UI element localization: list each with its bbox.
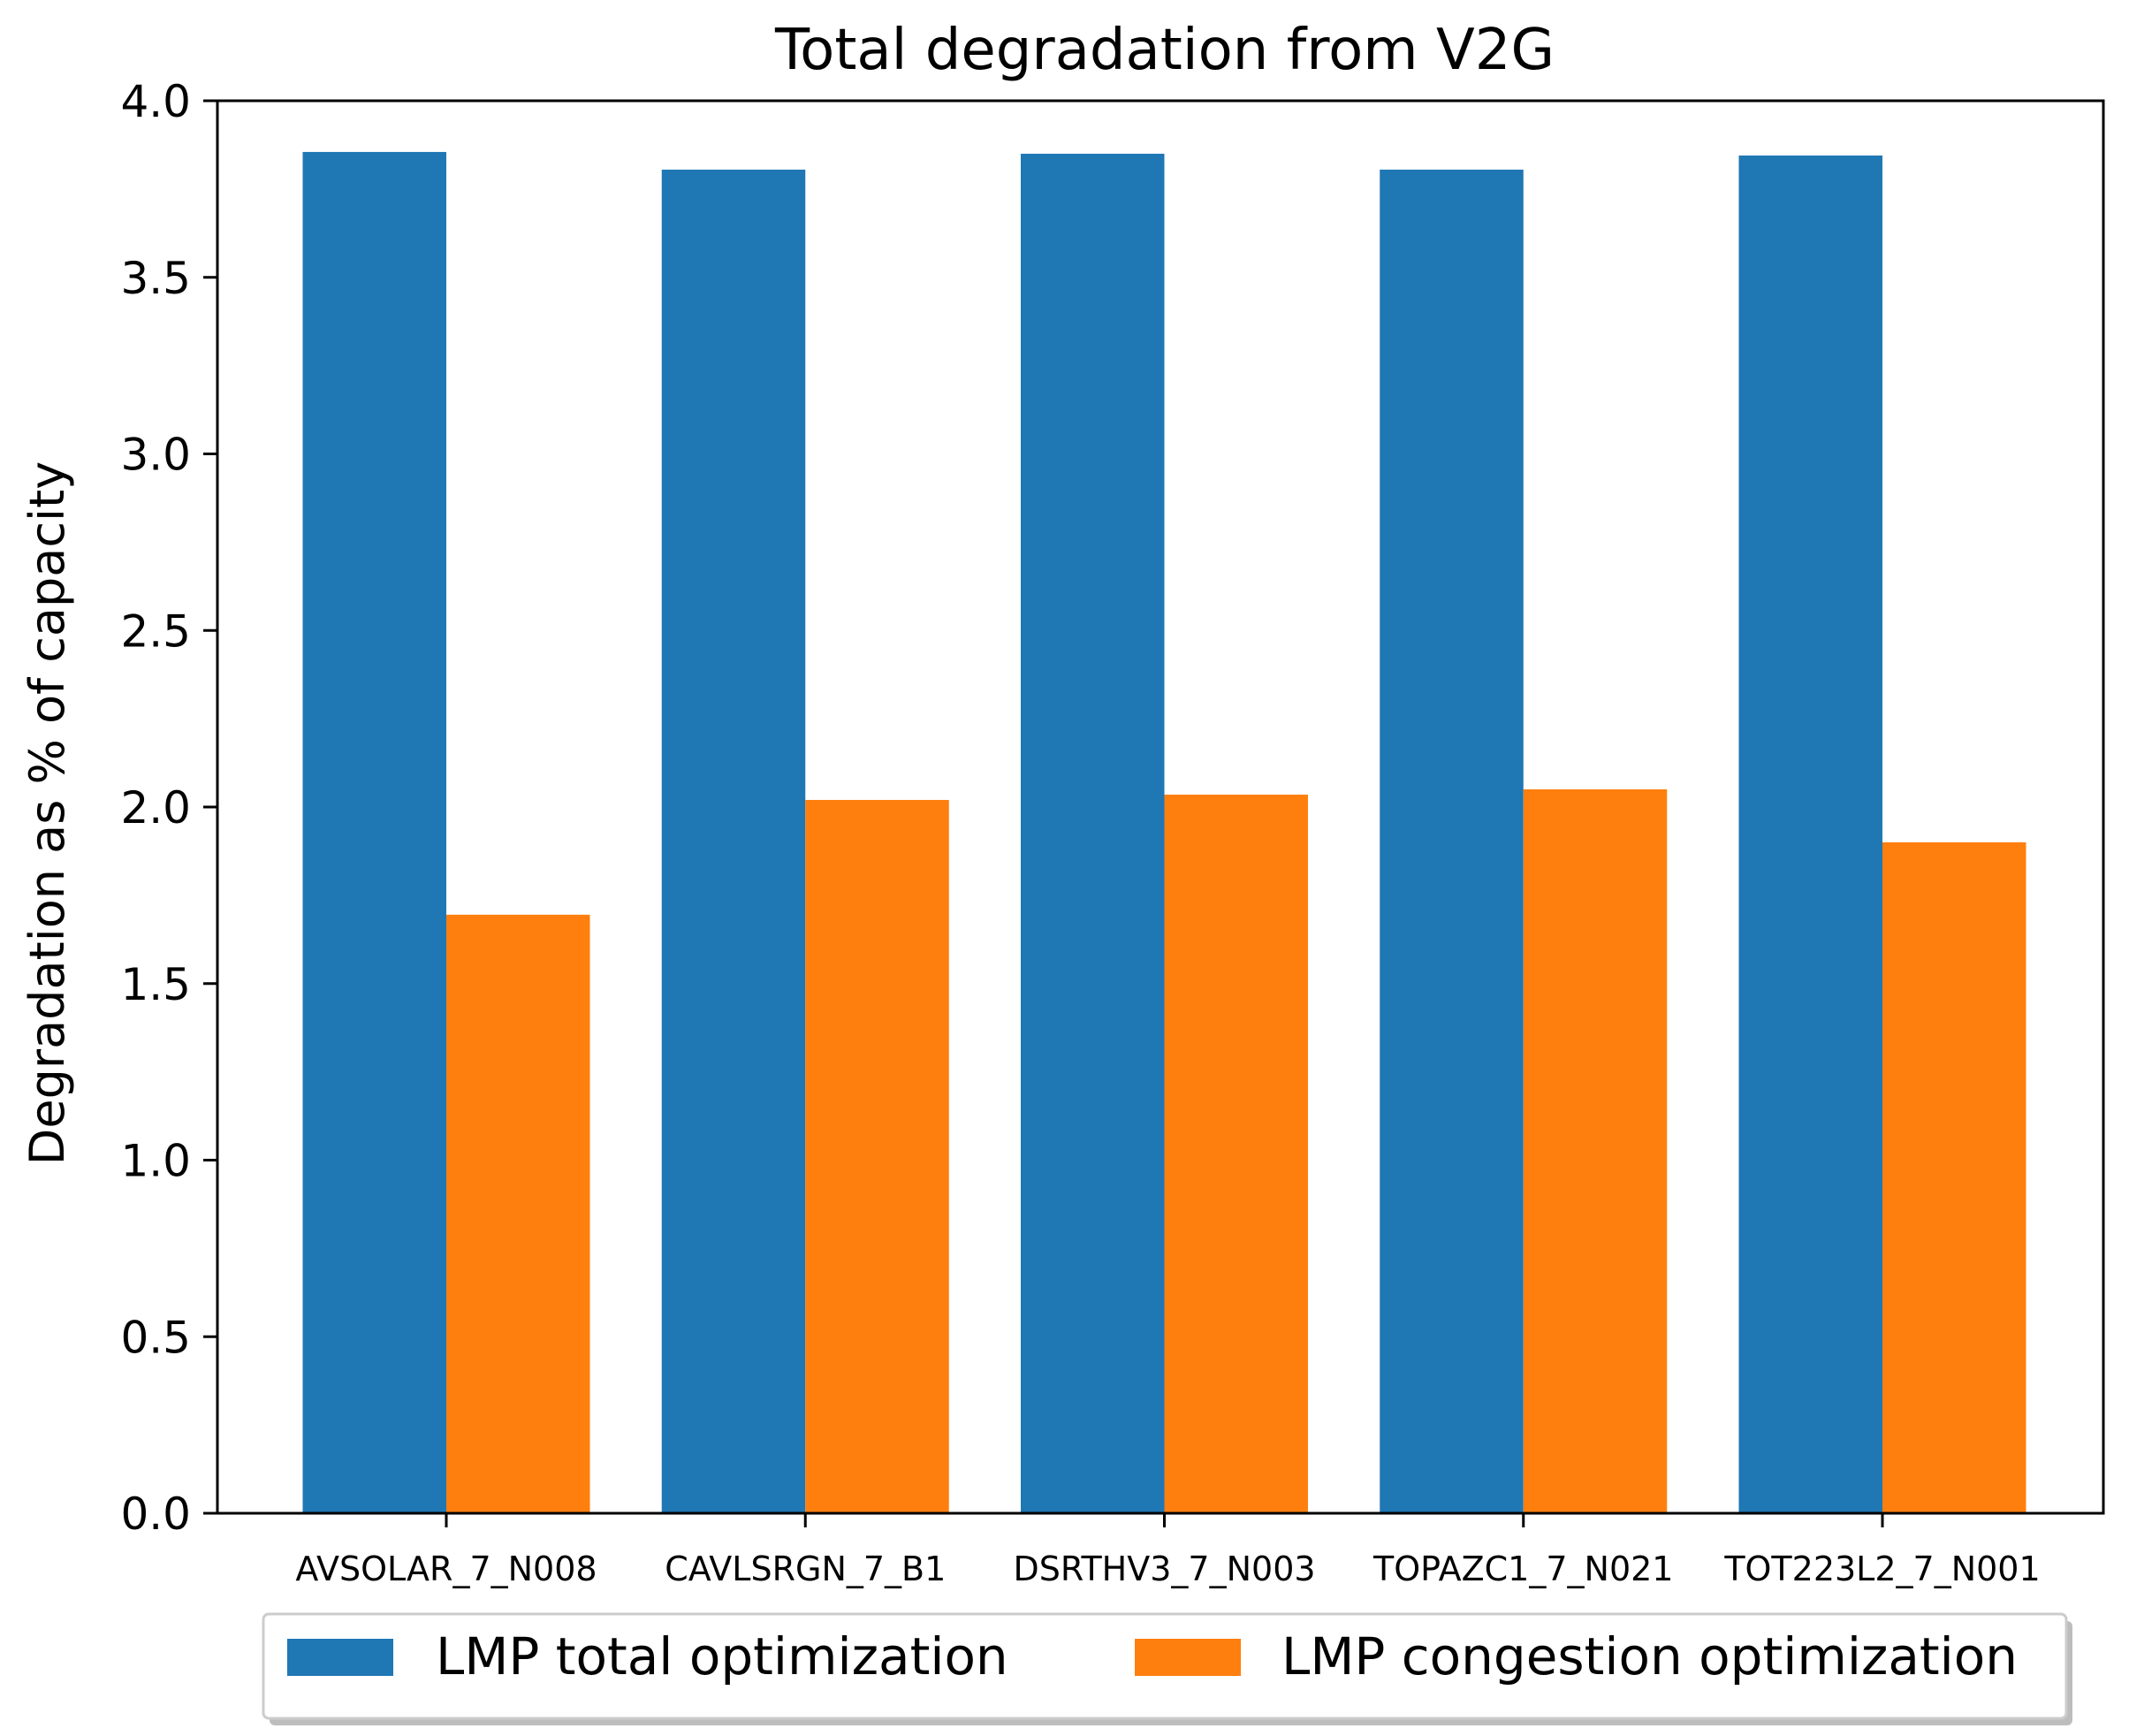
bar-lmp-total-topazc1-7-n021 [1380, 169, 1524, 1514]
bar-lmp-congestion-dsrthv3-7-n003 [1164, 795, 1308, 1513]
bar-lmp-total-dsrthv3-7-n003 [1021, 153, 1165, 1513]
legend: LMP total optimization LMP congestion op… [262, 1612, 2072, 1725]
y-tick-label: 2.0 [120, 782, 191, 834]
bar-lmp-congestion-topazc1-7-n021 [1523, 789, 1668, 1513]
bar-lmp-total-tot223l2-7-n001 [1738, 155, 1882, 1514]
legend-label-lmp-total: LMP total optimization [436, 1626, 1008, 1687]
plot-area-frame [216, 99, 2105, 1515]
bar-lmp-congestion-avsolar-7-n008 [446, 914, 590, 1513]
legend-swatch-lmp-total [287, 1639, 393, 1676]
y-tick-label: 1.0 [120, 1136, 191, 1187]
legend-label-lmp-congestion: LMP congestion optimization [1281, 1626, 2018, 1687]
legend-swatch-lmp-congestion [1135, 1639, 1241, 1676]
x-tick-label: TOT223L2_7_N001 [1723, 1549, 2040, 1588]
chart-title: Total degradation from V2G [774, 18, 1555, 83]
y-tick-label: 1.5 [120, 959, 191, 1010]
y-tick-label: 4.0 [120, 76, 191, 127]
y-axis-label: Degradation as % of capacity [19, 461, 75, 1165]
bar-lmp-congestion-tot223l2-7-n001 [1882, 841, 2026, 1513]
y-axis-ticks: 0.0 0.5 1.0 1.5 2.0 2.5 3.0 3.5 4.0 [120, 76, 217, 1540]
y-tick-label: 3.0 [120, 430, 191, 481]
bars-group [302, 151, 2026, 1514]
y-tick-label: 0.5 [120, 1312, 191, 1363]
y-tick-label: 2.5 [120, 605, 191, 657]
x-tick-label: TOPAZC1_7_N021 [1372, 1549, 1673, 1588]
x-tick-label: AVSOLAR_7_N008 [295, 1549, 597, 1588]
bar-lmp-total-cavlsrgn-7-b1 [661, 169, 806, 1514]
x-tick-label: DSRTHV3_7_N003 [1013, 1549, 1315, 1588]
bar-lmp-congestion-cavlsrgn-7-b1 [805, 800, 949, 1513]
y-tick-label: 3.5 [120, 253, 191, 304]
x-tick-label: CAVLSRGN_7_B1 [665, 1549, 946, 1588]
x-axis-ticks: AVSOLAR_7_N008 CAVLSRGN_7_B1 DSRTHV3_7_N00… [295, 1513, 2041, 1588]
bar-lmp-total-avsolar-7-n008 [302, 151, 446, 1514]
y-tick-label: 0.0 [120, 1489, 191, 1540]
